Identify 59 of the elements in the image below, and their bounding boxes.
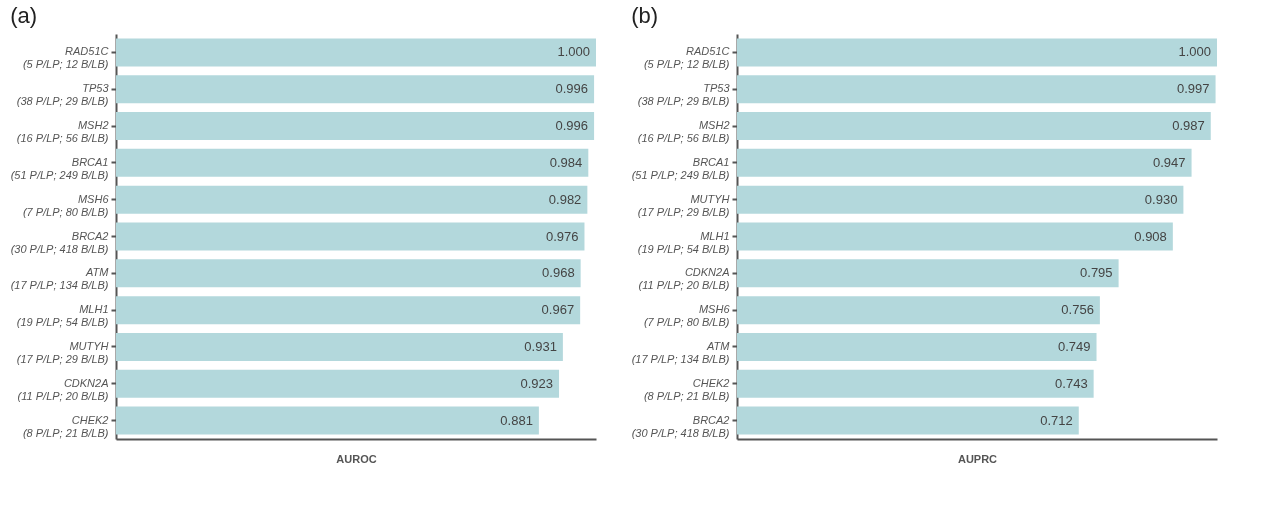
data-label: 0.712 [1040, 412, 1073, 428]
bar [737, 406, 1079, 435]
data-label: 0.996 [555, 118, 589, 134]
data-label: 0.930 [1144, 191, 1178, 207]
data-label: 0.997 [1177, 81, 1210, 97]
bar [737, 112, 1211, 141]
data-label: 0.795 [1080, 265, 1113, 281]
chart-title: (a) [10, 3, 38, 28]
y-tick-label: MLH1 (19 P/LP; 54 B/LB) [16, 303, 109, 329]
y-tick-label: CHEK2 (8 P/LP; 21 B/LB) [22, 413, 109, 439]
y-tick-label: MLH1 (19 P/LP; 54 B/LB) [637, 229, 730, 255]
x-axis-title: AUROC [336, 452, 377, 465]
y-tick-label: MUTYH (17 P/LP; 29 B/LB) [16, 339, 109, 365]
data-label: 0.743 [1055, 375, 1088, 391]
y-tick-label: TP53 (38 P/LP; 29 B/LB) [637, 82, 731, 108]
data-label: 0.931 [524, 338, 557, 354]
data-label: 0.908 [1134, 228, 1167, 244]
bar [737, 148, 1192, 177]
y-tick-label: RAD51C (5 P/LP; 12 B/LB) [643, 45, 730, 71]
data-label: 0.984 [549, 154, 583, 170]
data-label: 0.968 [542, 265, 575, 281]
y-tick-label: BRCA2 (30 P/LP; 418 B/LB) [631, 413, 730, 439]
data-label: 1.000 [1178, 44, 1211, 60]
bar [737, 185, 1184, 214]
y-tick-label: MSH6 (7 P/LP; 80 B/LB) [643, 303, 731, 329]
chart-title: (b) [631, 3, 659, 28]
data-label: 0.987 [1172, 118, 1205, 134]
y-tick-label: BRCA1 (51 P/LP; 249 B/LB) [631, 155, 730, 181]
bar [737, 75, 1216, 104]
bar [737, 222, 1173, 251]
y-tick-label: MUTYH (17 P/LP; 29 B/LB) [637, 192, 730, 218]
y-tick-label: CDKN2A (11 P/LP; 20 B/LB) [17, 376, 109, 402]
data-label: 0.749 [1057, 338, 1091, 354]
y-tick-label: CDKN2A (11 P/LP; 20 B/LB) [638, 266, 730, 292]
data-label: 0.996 [555, 81, 589, 97]
y-tick-label: BRCA1 (51 P/LP; 249 B/LB) [10, 155, 109, 181]
y-tick-label: MSH2 (16 P/LP; 56 B/LB) [637, 119, 730, 145]
x-axis-title: AUPRC [957, 452, 998, 465]
data-label: 0.947 [1153, 154, 1186, 170]
data-label: 0.923 [520, 375, 554, 391]
data-label: 0.976 [545, 228, 579, 244]
bar [737, 369, 1094, 398]
y-tick-label: BRCA2 (30 P/LP; 418 B/LB) [10, 229, 109, 255]
bar [737, 296, 1100, 325]
data-label: 0.982 [548, 191, 582, 207]
data-label: 0.756 [1061, 302, 1094, 318]
y-tick-label: CHEK2 (8 P/LP; 21 B/LB) [643, 376, 730, 402]
y-tick-label: ATM (17 P/LP; 134 B/LB) [631, 339, 731, 365]
bar [737, 259, 1119, 288]
y-tick-label: RAD51C (5 P/LP; 12 B/LB) [22, 45, 109, 71]
y-tick-label: MSH2 (16 P/LP; 56 B/LB) [16, 119, 109, 145]
data-label: 0.881 [500, 412, 533, 428]
data-label: 1.000 [557, 44, 590, 60]
bar [737, 332, 1097, 361]
y-tick-label: MSH6 (7 P/LP; 80 B/LB) [22, 192, 110, 218]
y-tick-label: TP53 (38 P/LP; 29 B/LB) [16, 82, 110, 108]
bar [737, 38, 1217, 67]
data-label: 0.967 [541, 302, 575, 318]
y-tick-label: ATM (17 P/LP; 134 B/LB) [10, 266, 110, 292]
